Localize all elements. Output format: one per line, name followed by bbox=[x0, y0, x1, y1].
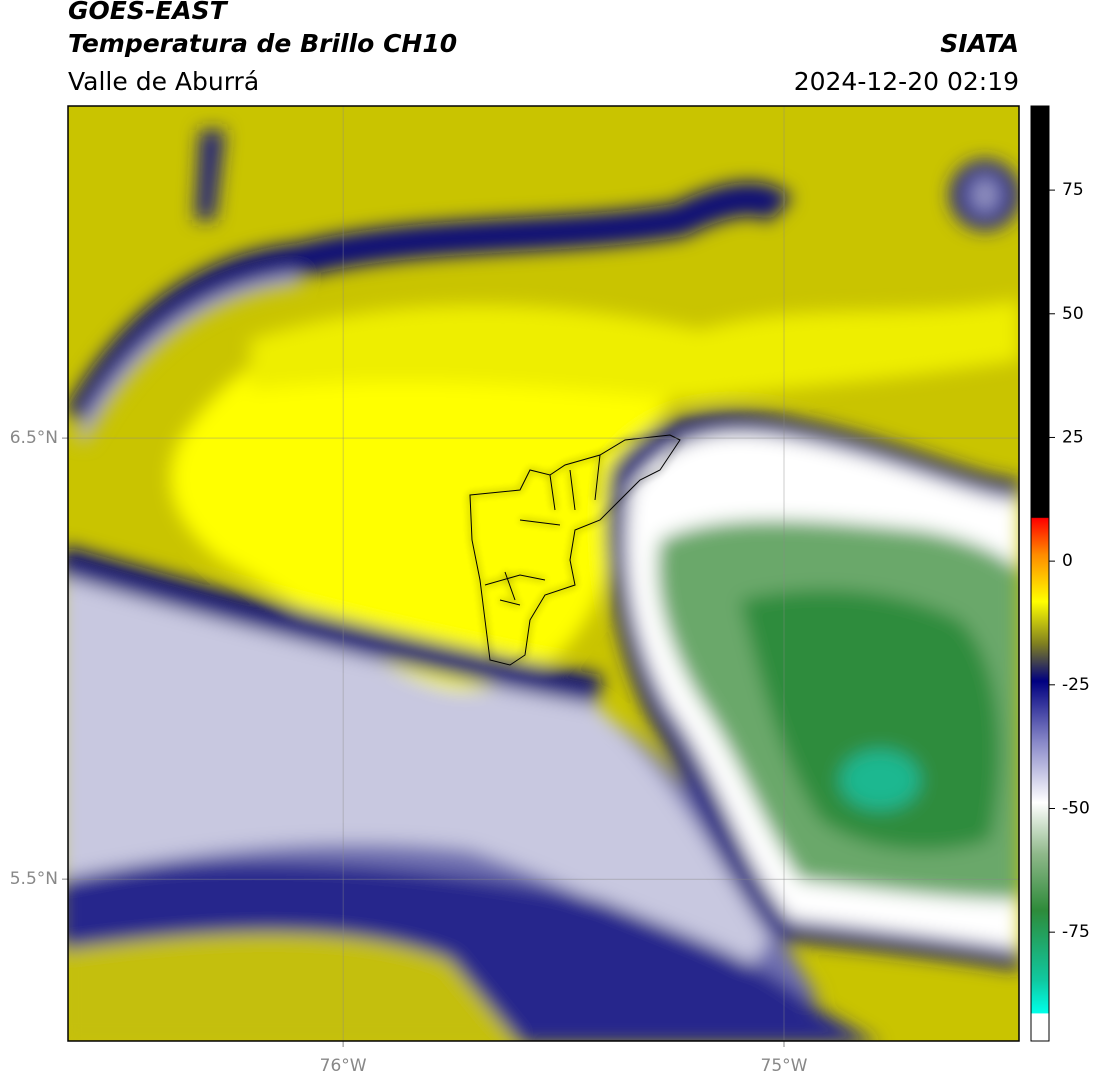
region: Valle de Aburrá bbox=[68, 67, 259, 96]
map-frame bbox=[67, 105, 1020, 1042]
satellite: GOES-EAST bbox=[68, 0, 229, 25]
map-image bbox=[68, 106, 1019, 1041]
colorbar-label: -75 bbox=[1062, 922, 1090, 942]
colorbar-label: 50 bbox=[1062, 304, 1084, 324]
colorbar-label: -25 bbox=[1062, 675, 1090, 695]
datetime: 2024-12-20 02:19 bbox=[794, 67, 1019, 96]
colorbar-label: -50 bbox=[1062, 798, 1090, 818]
colorbar-label: 0 bbox=[1062, 551, 1073, 571]
colorbar bbox=[1030, 105, 1050, 1042]
agency: SIATA bbox=[940, 29, 1019, 58]
lat-label: 6.5°N bbox=[10, 428, 58, 448]
colorbar-label: 25 bbox=[1062, 427, 1084, 447]
lat-label: 5.5°N bbox=[10, 869, 58, 889]
lon-label: 75°W bbox=[761, 1056, 808, 1076]
colorbar-label: 75 bbox=[1062, 180, 1084, 200]
product: Temperatura de Brillo CH10 bbox=[68, 29, 457, 58]
lon-label: 76°W bbox=[320, 1056, 367, 1076]
